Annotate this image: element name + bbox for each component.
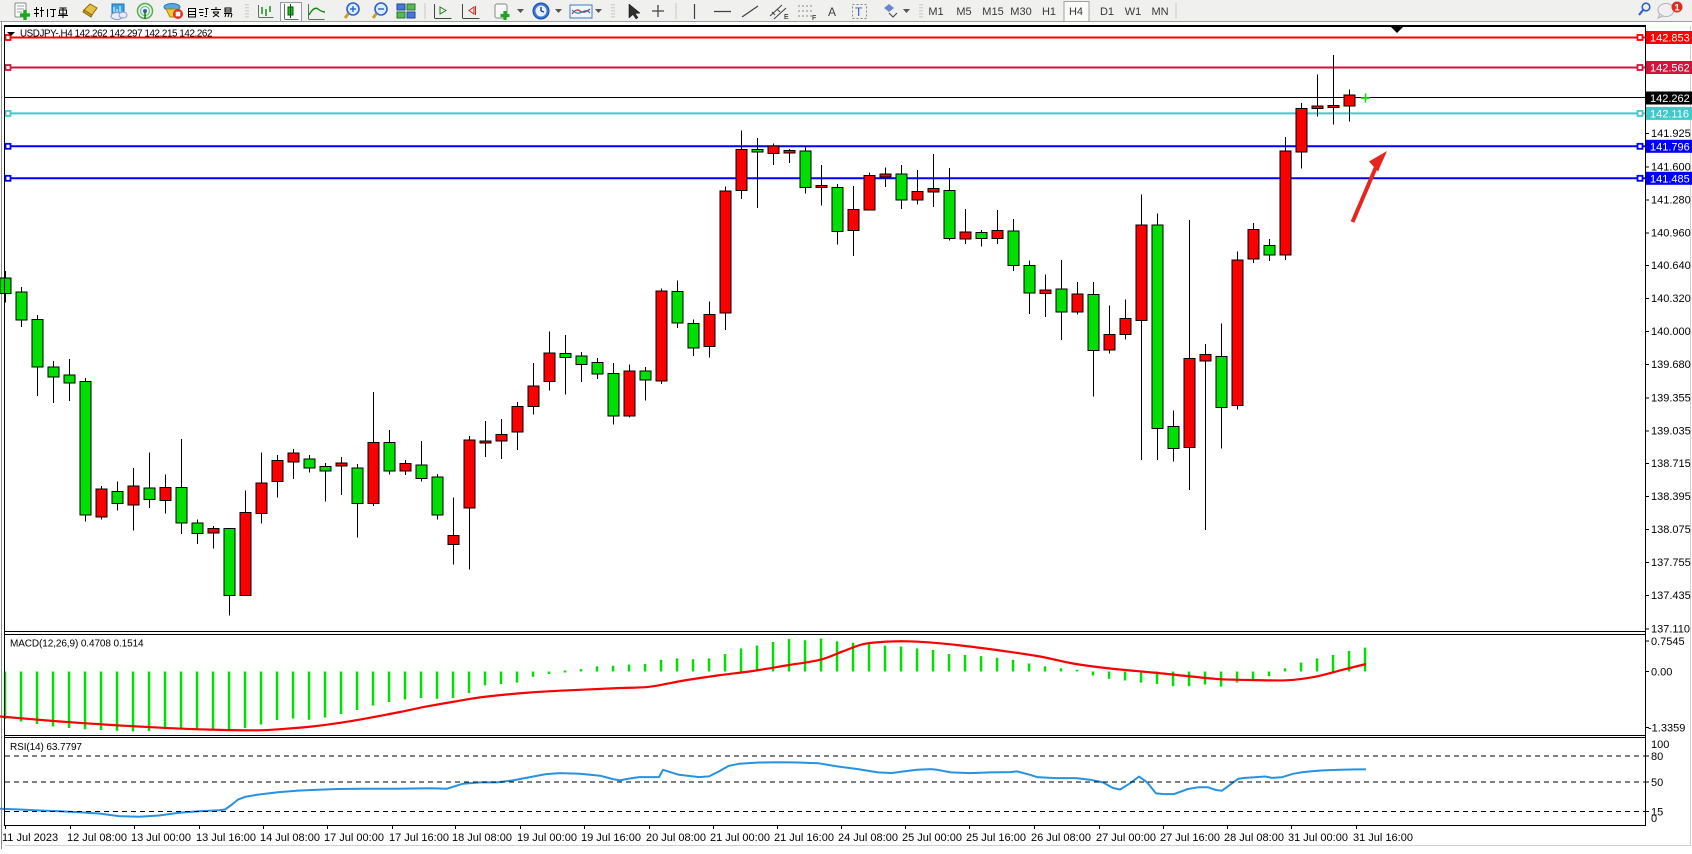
svg-text:W1: W1	[1125, 6, 1142, 18]
svg-text:MACD(12,26,9) 0.4708 0.1514: MACD(12,26,9) 0.4708 0.1514	[10, 639, 144, 650]
svg-text:26 Jul 08:00: 26 Jul 08:00	[1031, 832, 1091, 844]
svg-text:A: A	[828, 5, 836, 19]
svg-text:20 Jul 08:00: 20 Jul 08:00	[646, 832, 706, 844]
svg-text:139.355: 139.355	[1651, 392, 1691, 404]
svg-text:19 Jul 00:00: 19 Jul 00:00	[517, 832, 577, 844]
svg-text:1: 1	[1674, 3, 1680, 14]
svg-text:12 Jul 08:00: 12 Jul 08:00	[67, 832, 127, 844]
svg-text:24 Jul 08:00: 24 Jul 08:00	[838, 832, 898, 844]
svg-text:139.035: 139.035	[1651, 425, 1691, 437]
svg-text:142.116: 142.116	[1650, 108, 1689, 120]
svg-text:140.960: 140.960	[1651, 227, 1691, 239]
svg-text:25 Jul 16:00: 25 Jul 16:00	[966, 832, 1026, 844]
svg-text:M30: M30	[1010, 6, 1031, 18]
svg-text:141.925: 141.925	[1651, 128, 1691, 140]
svg-text:142.853: 142.853	[1650, 33, 1690, 45]
svg-text:138.395: 138.395	[1651, 491, 1691, 503]
svg-text:13 Jul 16:00: 13 Jul 16:00	[196, 832, 256, 844]
svg-text:E: E	[784, 14, 789, 21]
svg-text:141.796: 141.796	[1650, 141, 1690, 153]
svg-text:80: 80	[1651, 751, 1663, 763]
svg-text:140.320: 140.320	[1651, 293, 1691, 305]
svg-text:M5: M5	[956, 6, 971, 18]
svg-text:137.755: 137.755	[1651, 557, 1691, 569]
svg-text:14 Jul 08:00: 14 Jul 08:00	[260, 832, 320, 844]
svg-text:28 Jul 08:00: 28 Jul 08:00	[1224, 832, 1284, 844]
svg-text:0: 0	[1651, 813, 1657, 825]
svg-text:141.280: 141.280	[1651, 194, 1691, 206]
svg-text:H1: H1	[1042, 6, 1056, 18]
svg-text:0.7545: 0.7545	[1651, 636, 1685, 648]
svg-text:142.262: 142.262	[1650, 93, 1690, 105]
svg-text:RSI(14) 63.7797: RSI(14) 63.7797	[10, 742, 82, 753]
svg-text:F: F	[812, 15, 816, 22]
svg-text:M15: M15	[982, 6, 1003, 18]
svg-text:17 Jul 16:00: 17 Jul 16:00	[389, 832, 449, 844]
svg-text:140.640: 140.640	[1651, 260, 1691, 272]
svg-text:M1: M1	[928, 6, 943, 18]
svg-text:138.075: 138.075	[1651, 524, 1691, 536]
svg-text:-1.3359: -1.3359	[1648, 723, 1685, 735]
svg-text:H4: H4	[1069, 6, 1083, 18]
svg-text:15: 15	[1651, 807, 1663, 819]
svg-text:27 Jul 00:00: 27 Jul 00:00	[1096, 832, 1156, 844]
svg-text:19 Jul 16:00: 19 Jul 16:00	[581, 832, 641, 844]
svg-text:140.000: 140.000	[1651, 326, 1691, 338]
svg-text:141.600: 141.600	[1651, 161, 1691, 173]
svg-text:31 Jul 00:00: 31 Jul 00:00	[1288, 832, 1348, 844]
svg-text:27 Jul 16:00: 27 Jul 16:00	[1160, 832, 1220, 844]
svg-text:50: 50	[1651, 777, 1663, 789]
svg-text:21 Jul 16:00: 21 Jul 16:00	[774, 832, 834, 844]
svg-text:142.562: 142.562	[1650, 63, 1690, 75]
svg-text:USDJPY-.H4 142.262 142.297 14: USDJPY-.H4 142.262 142.297 142.215 142.2…	[20, 28, 212, 39]
svg-text:137.110: 137.110	[1651, 623, 1690, 635]
svg-text:D1: D1	[1100, 6, 1114, 18]
svg-text:138.715: 138.715	[1651, 458, 1691, 470]
svg-text:18 Jul 08:00: 18 Jul 08:00	[452, 832, 512, 844]
svg-text:11 Jul 2023: 11 Jul 2023	[2, 832, 58, 844]
svg-text:13 Jul 00:00: 13 Jul 00:00	[131, 832, 191, 844]
svg-text:137.435: 137.435	[1651, 590, 1691, 602]
svg-text:17 Jul 00:00: 17 Jul 00:00	[324, 832, 384, 844]
svg-text:0.00: 0.00	[1651, 667, 1672, 679]
svg-text:T: T	[855, 5, 863, 19]
svg-text:25 Jul 00:00: 25 Jul 00:00	[902, 832, 962, 844]
svg-text:139.680: 139.680	[1651, 359, 1691, 371]
svg-text:21 Jul 00:00: 21 Jul 00:00	[710, 832, 770, 844]
svg-text:100: 100	[1651, 739, 1669, 751]
svg-text:141.485: 141.485	[1650, 173, 1690, 185]
svg-text:MN: MN	[1151, 6, 1168, 18]
svg-text:31 Jul 16:00: 31 Jul 16:00	[1353, 832, 1413, 844]
